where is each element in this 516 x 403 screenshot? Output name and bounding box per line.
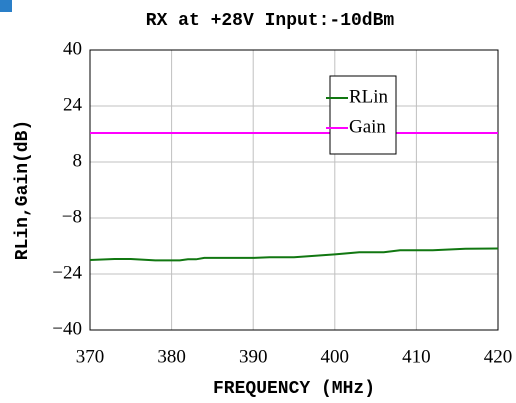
y-tick-label: 8: [73, 150, 83, 171]
series-line: [89, 247, 499, 262]
plot-frame: [89, 49, 499, 331]
y-tick-label: −40: [52, 318, 82, 339]
x-tick-label: 380: [157, 346, 186, 367]
chart-title: RX at +28V Input:-10dBm: [146, 11, 395, 31]
legend-label: RLin: [349, 86, 389, 107]
legend-box: [329, 75, 397, 155]
x-tick-label: 420: [484, 346, 513, 367]
y-tick-label: 24: [63, 94, 83, 115]
app-icon-fragment: [0, 0, 12, 12]
y-tick-label: −8: [62, 206, 82, 227]
x-tick-label: 370: [76, 346, 105, 367]
x-axis-label: FREQUENCY (MHz): [213, 379, 375, 399]
x-tick-label: 400: [321, 346, 350, 367]
y-tick-label: −24: [52, 262, 82, 283]
y-tick-label: 40: [63, 38, 82, 59]
x-tick-label: 390: [239, 346, 268, 367]
legend-label: Gain: [349, 116, 386, 137]
x-tick-label: 410: [402, 346, 431, 367]
y-axis-label: RLin,Gain(dB): [13, 120, 33, 260]
